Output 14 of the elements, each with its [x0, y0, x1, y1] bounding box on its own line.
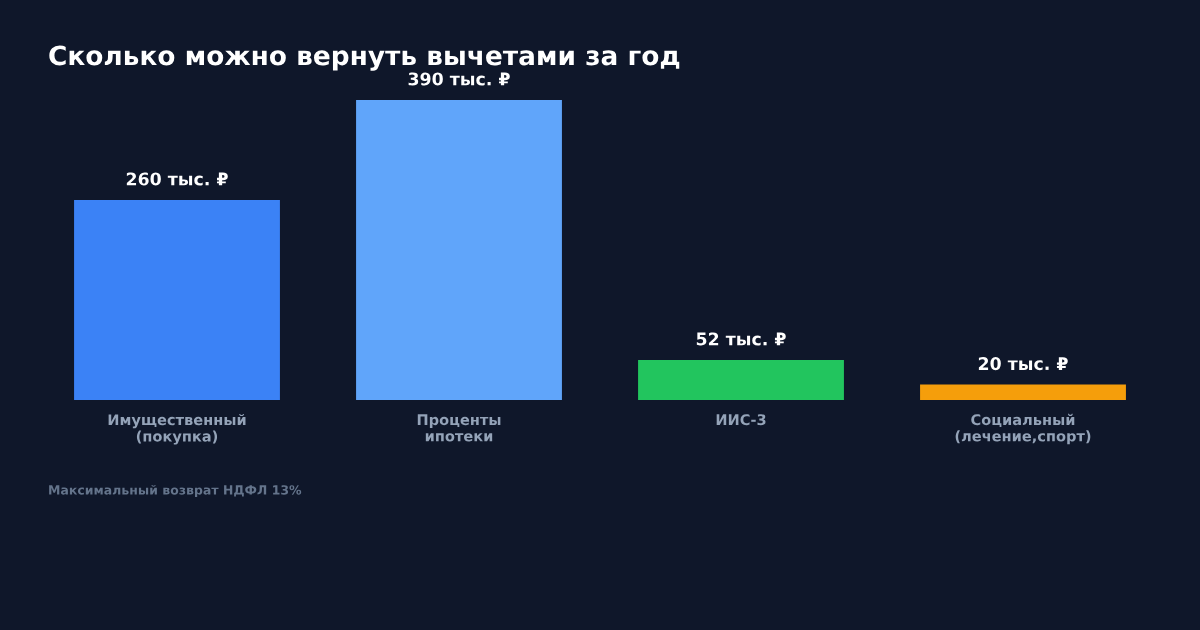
- data-label: 52 тыс. ₽: [696, 332, 786, 346]
- bar: [356, 100, 562, 400]
- bar: [74, 200, 280, 400]
- bar: [638, 360, 844, 400]
- x-tick-label: ИИС-3: [716, 414, 766, 426]
- data-label: 390 тыс. ₽: [408, 72, 510, 86]
- x-tick-label: Социальный (лечение,спорт): [955, 413, 1091, 445]
- bar: [920, 384, 1126, 400]
- chart-title: Сколько можно вернуть вычетами за год: [49, 45, 680, 71]
- data-label: 260 тыс. ₽: [126, 172, 228, 186]
- x-tick-label: Имущественный (покупка): [108, 413, 246, 445]
- data-label: 20 тыс. ₽: [978, 357, 1068, 371]
- x-tick-label: Проценты ипотеки: [417, 414, 501, 442]
- text: Максимальный возврат НДФЛ 13%: [49, 484, 302, 498]
